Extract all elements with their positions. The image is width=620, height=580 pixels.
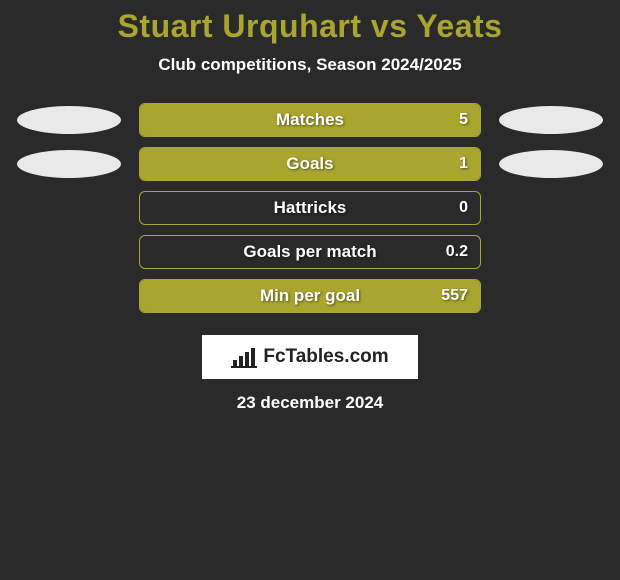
- stat-row: Matches 5: [0, 103, 620, 137]
- stat-row: Goals per match 0.2: [0, 235, 620, 269]
- badge-placeholder: [499, 282, 603, 310]
- stat-label: Matches: [276, 110, 344, 130]
- stat-value: 5: [459, 111, 468, 129]
- logo-box: FcTables.com: [202, 335, 418, 379]
- stat-bar: Min per goal 557: [139, 279, 481, 313]
- bars-container: Matches 5 Goals 1 Hattricks 0 Goals per match 0…: [0, 103, 620, 313]
- stat-label: Min per goal: [260, 286, 360, 306]
- player-badge-right: [499, 150, 603, 178]
- stat-bar: Goals 1: [139, 147, 481, 181]
- logo-text: FcTables.com: [263, 346, 388, 368]
- page-title: Stuart Urquhart vs Yeats: [0, 8, 620, 45]
- stat-row: Goals 1: [0, 147, 620, 181]
- badge-placeholder: [499, 238, 603, 266]
- player-badge-left: [17, 106, 121, 134]
- player-badge-right: [499, 106, 603, 134]
- stat-bar: Matches 5: [139, 103, 481, 137]
- date-label: 23 december 2024: [0, 393, 620, 413]
- stat-value: 0: [459, 199, 468, 217]
- badge-placeholder: [499, 194, 603, 222]
- player-badge-left: [17, 150, 121, 178]
- badge-placeholder: [17, 238, 121, 266]
- stats-card: Stuart Urquhart vs Yeats Club competitio…: [0, 0, 620, 413]
- badge-placeholder: [17, 282, 121, 310]
- stat-label: Goals: [286, 154, 333, 174]
- stat-label: Goals per match: [243, 242, 376, 262]
- bar-chart-icon: [231, 346, 257, 368]
- stat-row: Min per goal 557: [0, 279, 620, 313]
- stat-value: 0.2: [446, 243, 468, 261]
- subtitle: Club competitions, Season 2024/2025: [0, 55, 620, 75]
- stat-value: 1: [459, 155, 468, 173]
- badge-placeholder: [17, 194, 121, 222]
- stat-value: 557: [441, 287, 468, 305]
- stat-label: Hattricks: [274, 198, 347, 218]
- stat-bar: Hattricks 0: [139, 191, 481, 225]
- stat-row: Hattricks 0: [0, 191, 620, 225]
- stat-bar: Goals per match 0.2: [139, 235, 481, 269]
